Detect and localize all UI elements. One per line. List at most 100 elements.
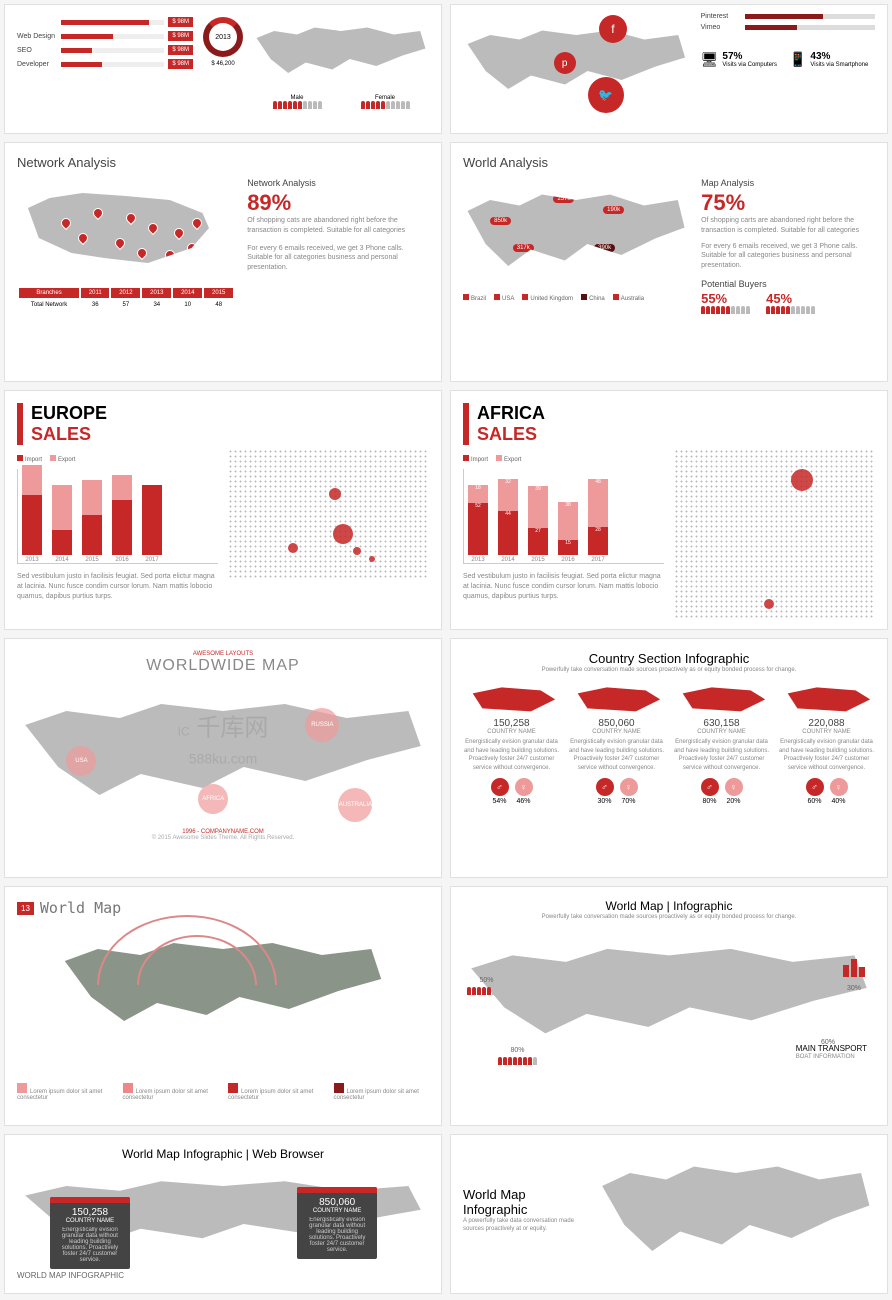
map-pin [76,231,90,245]
donut-year: 2013 [203,17,243,57]
map-hotspot [353,547,361,555]
country-item: 850,060COUNTRY NAMEEnergistically evisio… [568,684,665,805]
world-title: World Analysis [463,155,875,170]
map-hotspot [329,488,341,500]
legend-swatch: Lorem ipsum dolor sit amet consectetur [123,1083,219,1101]
female-icon: ♀ [830,778,848,796]
male-icon: ♂ [701,778,719,796]
europe-subtitle: SALES [31,424,429,445]
buyer-pct-1: 55% [701,291,750,306]
monitor-icon: 🖥 [701,51,719,68]
map-pin [172,226,186,240]
transport-heading: MAIN TRANSPORT [796,1044,867,1053]
africa-subtitle: SALES [477,424,875,445]
card-world-analysis: World Analysis 850k257k317k190k390k Braz… [450,142,888,382]
card-worldmap-browser: World Map Infographic | Web Browser 150,… [4,1134,442,1294]
europe-bar-chart: 20132014201520162017 [17,469,218,564]
map-world: 850k257k317k190k390k [463,178,689,288]
male-icon: ♂ [806,778,824,796]
country-item: 150,258COUNTRY NAMEEnergistically evisio… [463,684,560,805]
card-stats-top-left: $ 98M Web Design$ 98M SEO$ 98M Developer$ 9… [4,4,442,134]
mini-map-social [463,17,690,107]
legend-swatch: Lorem ipsum dolor sit amet consectetur [17,1083,113,1101]
donut-value: $ 46,200 [203,61,243,67]
pct-region-1: 50% [479,977,493,984]
browser-footer: WORLD MAP INFOGRAPHIC [17,1271,429,1280]
infomap-title: World Map | Infographic [463,899,875,913]
female-icon: ♀ [515,778,533,796]
africa-title: AFRICA [477,403,875,424]
map-hotspot [333,524,353,544]
map-pin [146,221,160,235]
browser-window: 850,060COUNTRY NAMEEnergistically evisio… [297,1187,377,1259]
card-africa-sales: AFRICA SALES ImportExport 52182013443220… [450,390,888,630]
slide-number: 13 [17,902,34,915]
map-hotspot [791,469,813,491]
europe-title: EUROPE [31,403,429,424]
browser-title: World Map Infographic | Web Browser [17,1147,429,1161]
legend-swatch: Lorem ipsum dolor sit amet consectetur [334,1083,430,1101]
card-worldmap-infographic: World Map | Infographic Powerfully take … [450,886,888,1126]
country-item: 630,158COUNTRY NAMEEnergistically evisio… [673,684,770,805]
map-pin [113,236,127,250]
map-hotspot [369,556,375,562]
stat-bar: SEO$ 98M [17,45,193,55]
stat-bar: $ 98M [17,17,193,27]
map-callout: 390k [594,244,615,252]
worldmap5-title: World Map [40,899,121,917]
card-network-analysis: Network Analysis Branches201120122013201… [4,142,442,382]
map-hotspot [764,599,774,609]
network-table: Branches20112012201320142015Total Networ… [17,286,235,312]
card-europe-sales: EUROPE SALES ImportExport 20132014201520… [4,390,442,630]
map-pin [59,216,73,230]
platform-bar: Vimeo [701,24,875,31]
pct-phone: 43% [810,51,868,62]
female-icon: ♀ [725,778,743,796]
stat-bar: Developer$ 98M [17,59,193,69]
map-pin [189,216,203,230]
card-worldmap-last: World Map Infographic A powerfully take … [450,1134,888,1294]
male-icon: ♂ [491,778,509,796]
map-pin [124,211,138,225]
twitter-icon: 🐦 [588,77,624,113]
card-country-section: Country Section Infographic Powerfully t… [450,638,888,878]
map-pin [163,248,177,262]
mini-map-europe [253,17,429,87]
africa-bar-chart: 5218201344322014273920151538201628482017 [463,469,664,564]
world-heading: Map Analysis [701,178,875,188]
map-hotspot [288,543,298,553]
browser-window: 150,258COUNTRY NAMEEnergistically evisio… [50,1197,130,1269]
map-pin [135,246,149,260]
region-circle: AFRICA [198,784,228,814]
map-pin [91,206,105,220]
region-circle: AUSTRALIA [338,788,372,822]
map-callout: 850k [490,217,511,225]
map-pin [185,241,199,255]
male-icon: ♂ [596,778,614,796]
stat-bar: Web Design$ 98M [17,31,193,41]
worldwide-title: WORLDWIDE MAP [17,657,429,675]
phone-icon: 📱 [789,51,806,68]
pinterest-icon: p [554,52,576,74]
card-social-top-right: f p 🐦 PinterestVimeo 🖥57%Visits via Comp… [450,4,888,134]
facebook-icon: f [599,15,627,43]
card-worldwide-map: AWESOME LAYOUTS WORLDWIDE MAP IC 千库网588k… [4,638,442,878]
last-map-shape [597,1147,875,1277]
country-section-title: Country Section Infographic [463,651,875,666]
buyers-heading: Potential Buyers [701,279,875,289]
female-icon: ♀ [620,778,638,796]
last-title: World Map Infographic [463,1187,587,1217]
network-title: Network Analysis [17,155,429,170]
buyer-pct-2: 45% [766,291,815,306]
pct-region-2: 80% [510,1047,524,1054]
platform-bar: Pinterest [701,13,875,20]
legend-swatch: Lorem ipsum dolor sit amet consectetur [228,1083,324,1101]
map-callout: 257k [553,195,574,203]
europe-dot-map [228,449,429,579]
network-heading: Network Analysis [247,178,429,188]
africa-dot-map [674,449,875,619]
country-item: 220,088COUNTRY NAMEEnergistically evisio… [778,684,875,805]
pct-region-3: 30% [847,985,861,992]
world-pct: 75% [701,190,875,216]
map-callout: 190k [603,206,624,214]
